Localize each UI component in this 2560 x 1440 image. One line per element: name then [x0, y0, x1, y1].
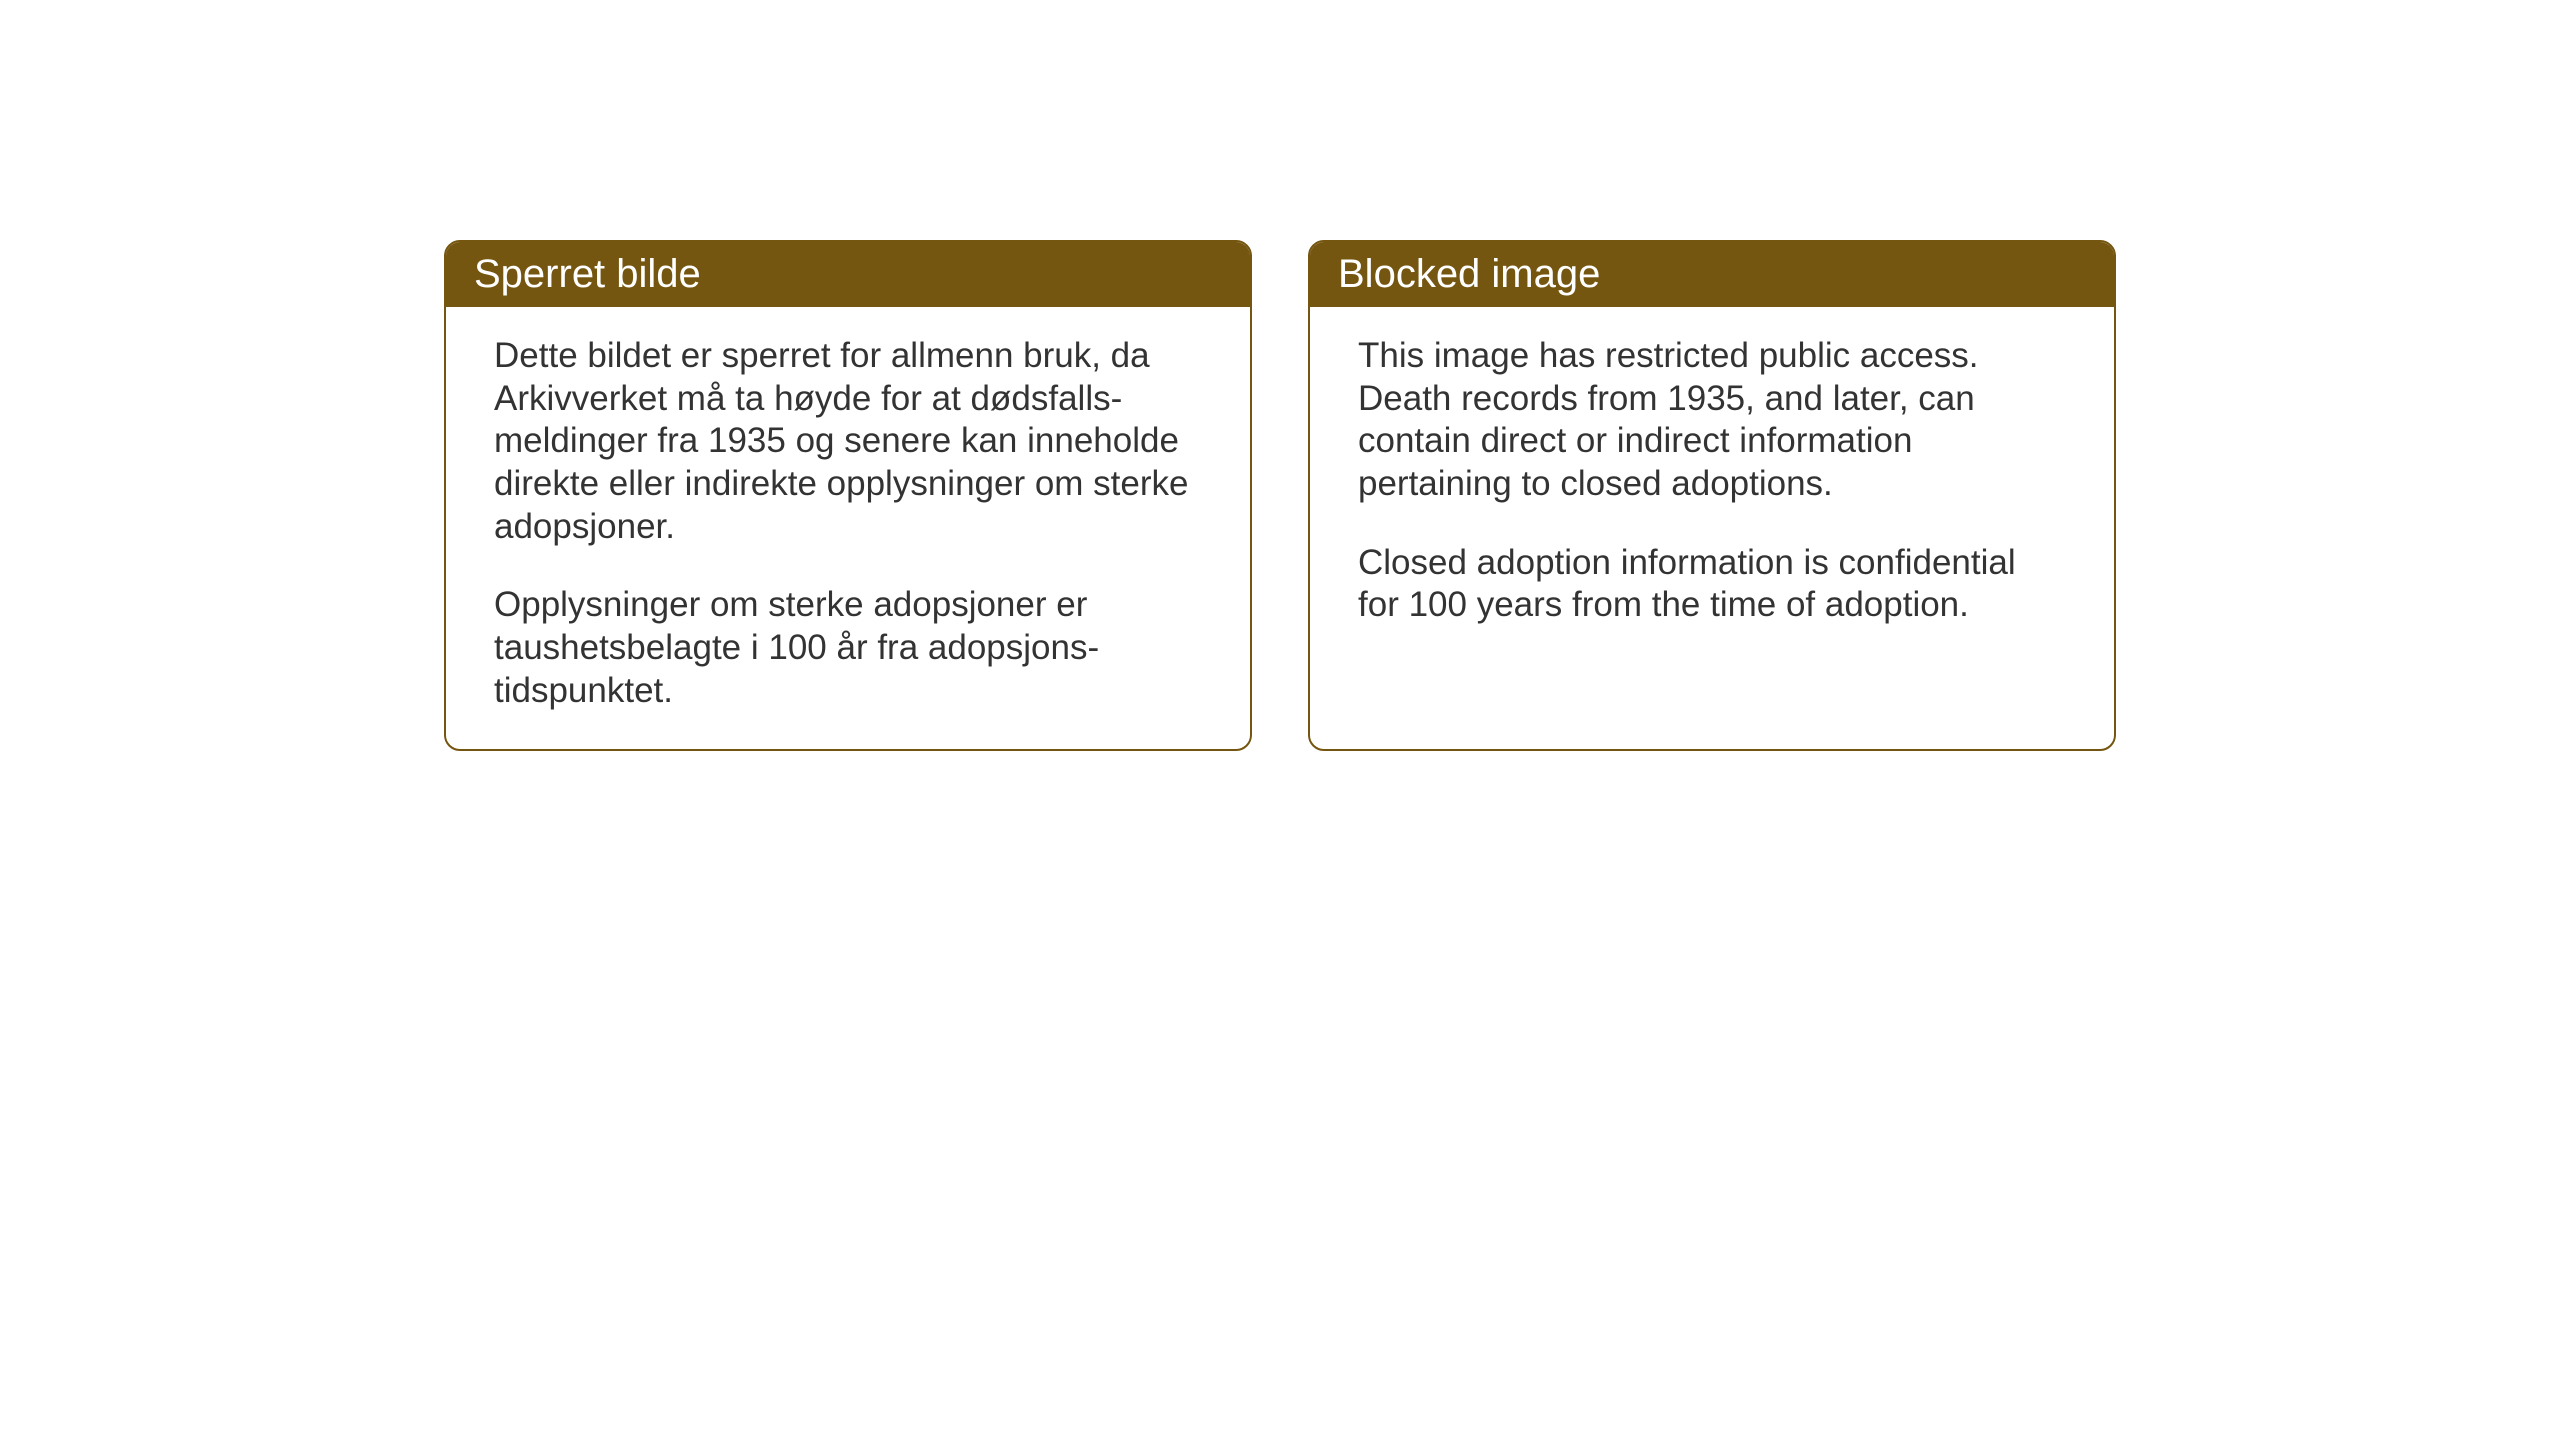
norwegian-paragraph-2: Opplysninger om sterke adopsjoner er tau… [494, 584, 1202, 712]
english-notice-card: Blocked image This image has restricted … [1308, 240, 2116, 751]
english-paragraph-2: Closed adoption information is confident… [1358, 542, 2066, 627]
norwegian-card-body: Dette bildet er sperret for allmenn bruk… [446, 307, 1250, 749]
english-paragraph-1: This image has restricted public access.… [1358, 335, 2066, 506]
english-card-title: Blocked image [1310, 242, 2114, 307]
norwegian-card-title: Sperret bilde [446, 242, 1250, 307]
english-card-body: This image has restricted public access.… [1310, 307, 2114, 663]
norwegian-paragraph-1: Dette bildet er sperret for allmenn bruk… [494, 335, 1202, 548]
notice-cards-container: Sperret bilde Dette bildet er sperret fo… [444, 240, 2116, 751]
norwegian-notice-card: Sperret bilde Dette bildet er sperret fo… [444, 240, 1252, 751]
